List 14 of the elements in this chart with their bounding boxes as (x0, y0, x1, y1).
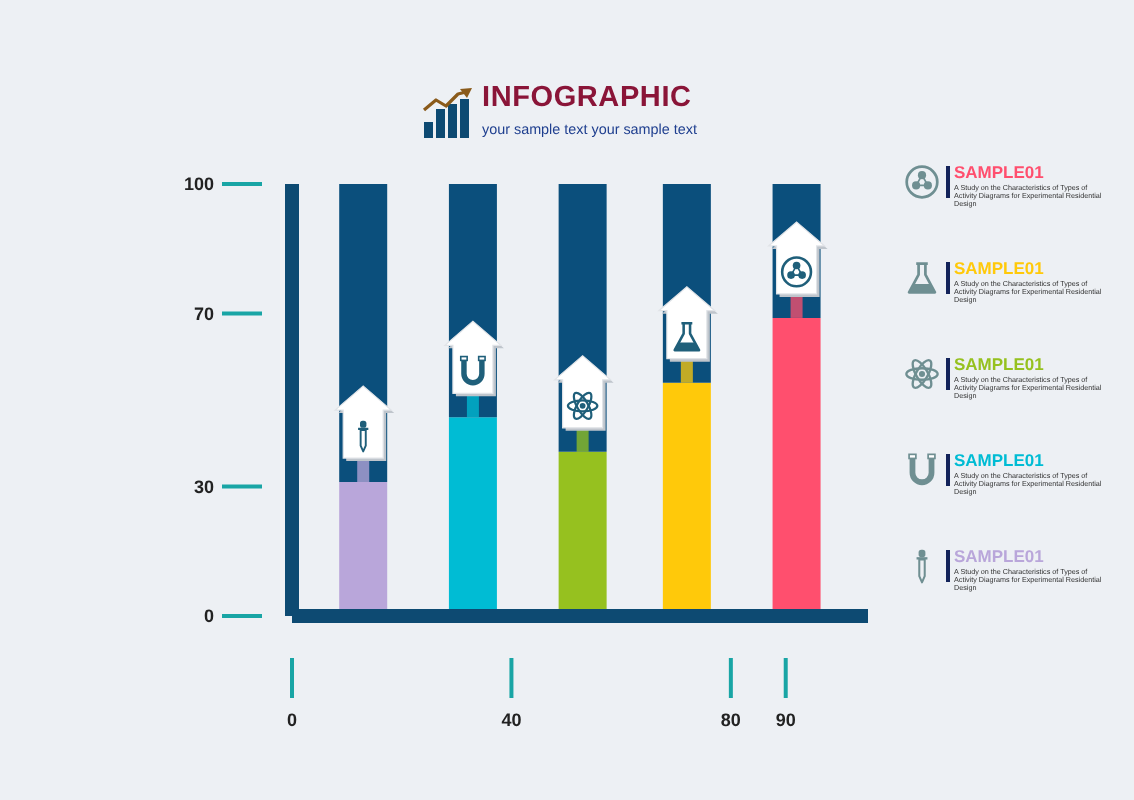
y-tick-label: 30 (193, 476, 214, 497)
x-tick-label: 80 (720, 710, 741, 730)
y-tick-label: 70 (193, 303, 214, 324)
text: SAMPLE01 (954, 162, 1044, 182)
y-tick-label: 100 (183, 174, 214, 195)
x-tick-label: 0 (286, 710, 298, 730)
text: SAMPLE01 (954, 258, 1044, 278)
y-tick-label: 0 (203, 606, 214, 627)
text: SAMPLE01 (954, 450, 1044, 470)
x-tick-label: 90 (775, 710, 796, 730)
text: SAMPLE01 (954, 354, 1044, 374)
x-tick-label: 40 (501, 710, 522, 730)
text: SAMPLE01 (954, 546, 1044, 566)
chart-title: INFOGRAPHIC (482, 82, 692, 114)
